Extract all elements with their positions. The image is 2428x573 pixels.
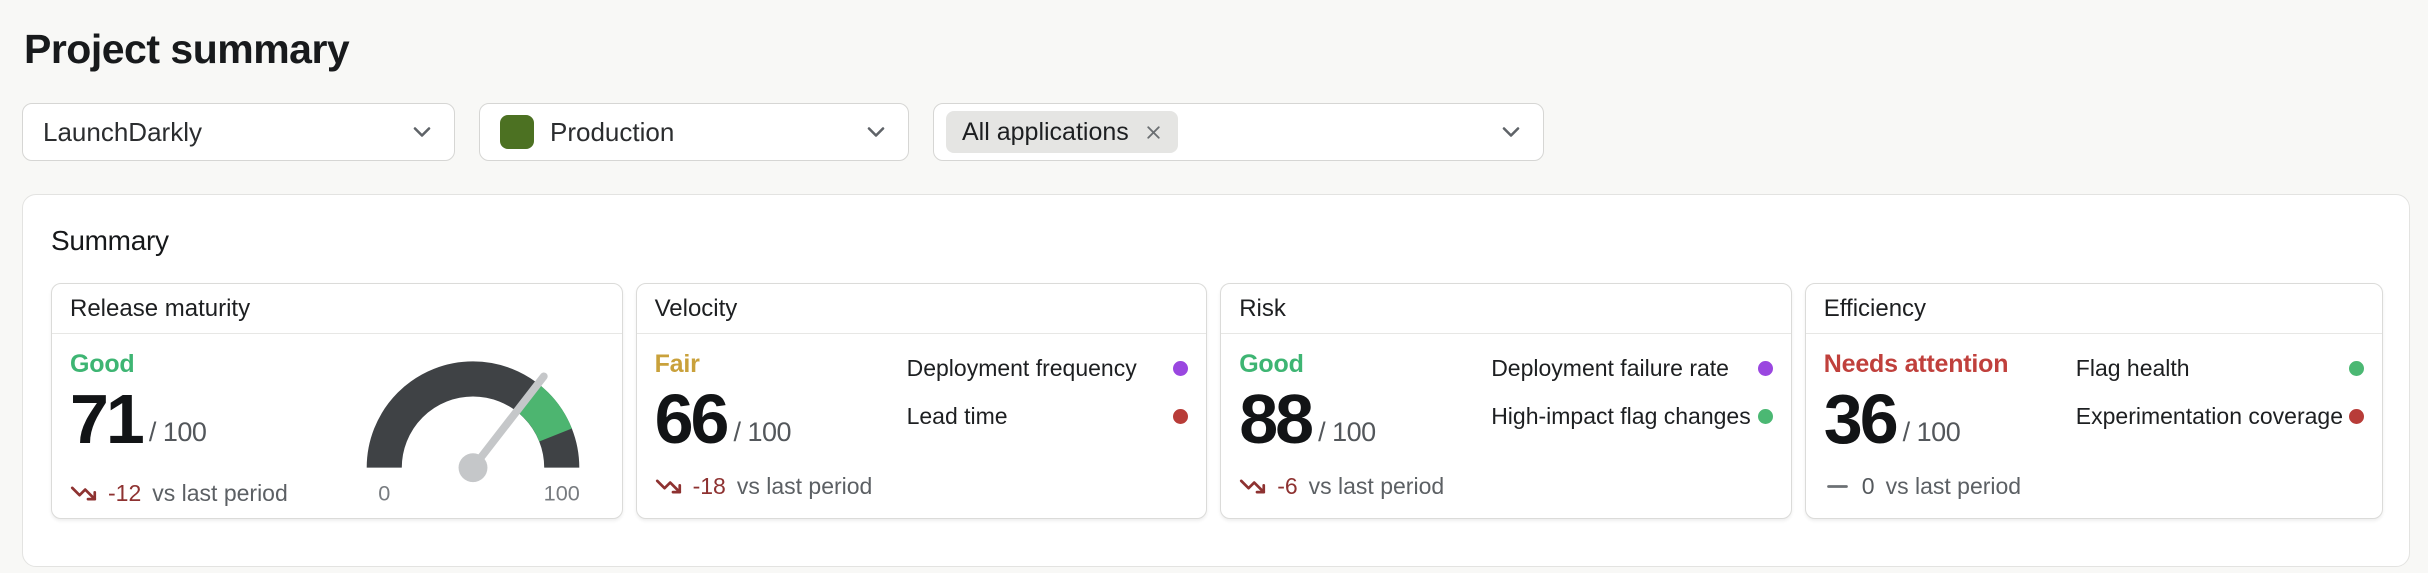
gauge-needle bbox=[468, 372, 548, 472]
score-value: 71 bbox=[70, 380, 145, 458]
environment-dropdown[interactable]: Production bbox=[479, 103, 909, 161]
metric-status-dot bbox=[1173, 361, 1189, 376]
close-icon[interactable] bbox=[1143, 122, 1164, 143]
metric-row: Flag health bbox=[2076, 355, 2364, 382]
metric-row: Lead time bbox=[907, 403, 1189, 430]
metric-row: High-impact flag changes bbox=[1491, 403, 1773, 430]
score-value: 66 bbox=[654, 380, 730, 458]
metric-status-dot bbox=[1757, 361, 1773, 376]
metric-label: Deployment failure rate bbox=[1491, 355, 1729, 381]
metric-cards: Release maturity Good 71 / 100 bbox=[51, 283, 2383, 519]
status-badge: Good bbox=[1239, 350, 1304, 378]
trending-down-icon bbox=[70, 480, 97, 507]
score-value: 36 bbox=[1823, 380, 1899, 458]
applications-chip: All applications bbox=[946, 111, 1178, 153]
trend-label: vs last period bbox=[736, 473, 873, 499]
metric-status-dot bbox=[2349, 361, 2364, 376]
efficiency-card: Efficiency Needs attention 36 / 100 bbox=[1804, 283, 2383, 519]
velocity-card: Velocity Fair 66 / 100 bbox=[635, 283, 1208, 519]
metric-label: Lead time bbox=[906, 403, 1008, 429]
score-denominator: / 100 bbox=[733, 417, 792, 448]
card-title: Risk bbox=[1221, 284, 1791, 334]
metric-status-dot bbox=[1757, 409, 1773, 424]
chevron-down-icon bbox=[408, 118, 436, 146]
trending-down-icon bbox=[1239, 473, 1266, 500]
trend-label: vs last period bbox=[1885, 473, 2022, 499]
metric-label: Flag health bbox=[2075, 355, 2190, 381]
gauge-max-label: 100 bbox=[543, 481, 579, 506]
gauge-hub bbox=[458, 453, 488, 483]
status-badge: Needs attention bbox=[1823, 350, 2009, 378]
trending-down-icon bbox=[655, 473, 682, 500]
environment-color-swatch bbox=[500, 115, 534, 149]
score-denominator: / 100 bbox=[148, 417, 207, 448]
trend-label: vs last period bbox=[152, 480, 288, 506]
trend-value: -12 bbox=[108, 480, 142, 506]
summary-panel-title: Summary bbox=[51, 225, 169, 256]
chevron-down-icon bbox=[862, 118, 890, 146]
applications-dropdown[interactable]: All applications bbox=[933, 103, 1544, 161]
status-badge: Fair bbox=[654, 350, 700, 378]
summary-panel: Summary Release maturity Good 71 / 100 bbox=[22, 194, 2410, 567]
risk-card: Risk Good 88 / 100 bbox=[1220, 283, 1792, 519]
card-title: Release maturity bbox=[52, 284, 622, 334]
score-denominator: / 100 bbox=[1902, 417, 1961, 448]
metric-label: Experimentation coverage bbox=[2075, 403, 2343, 429]
gauge-band bbox=[515, 383, 572, 443]
metric-row: Experimentation coverage bbox=[2076, 403, 2364, 430]
applications-chip-label: All applications bbox=[962, 117, 1129, 146]
trend-value: -18 bbox=[692, 473, 726, 499]
trend-label: vs last period bbox=[1308, 473, 1445, 499]
page-title: Project summary bbox=[24, 26, 350, 72]
card-title: Efficiency bbox=[1805, 284, 2382, 334]
project-dropdown-value: LaunchDarkly bbox=[43, 116, 202, 147]
trend-value: -6 bbox=[1277, 473, 1298, 499]
release-maturity-card: Release maturity Good 71 / 100 bbox=[51, 283, 623, 519]
chevron-down-icon bbox=[1497, 118, 1525, 146]
card-title: Velocity bbox=[636, 284, 1207, 334]
metric-label: High-impact flag changes bbox=[1491, 403, 1751, 429]
score-value: 88 bbox=[1239, 380, 1314, 458]
flat-trend-icon bbox=[1824, 473, 1851, 500]
metric-row: Deployment frequency bbox=[907, 355, 1189, 382]
project-dropdown[interactable]: LaunchDarkly bbox=[22, 103, 455, 161]
score-gauge: 0 100 bbox=[366, 361, 579, 506]
metric-status-dot bbox=[1173, 409, 1189, 424]
gauge-min-label: 0 bbox=[378, 481, 390, 506]
trend-value: 0 bbox=[1861, 473, 1875, 499]
metric-status-dot bbox=[2349, 409, 2364, 424]
metric-label: Deployment frequency bbox=[906, 355, 1137, 381]
metric-row: Deployment failure rate bbox=[1491, 355, 1773, 382]
score-denominator: / 100 bbox=[1318, 417, 1376, 448]
status-badge: Good bbox=[70, 350, 135, 378]
filter-bar: LaunchDarkly Production All applications bbox=[22, 103, 2410, 161]
environment-dropdown-value: Production bbox=[550, 116, 675, 147]
